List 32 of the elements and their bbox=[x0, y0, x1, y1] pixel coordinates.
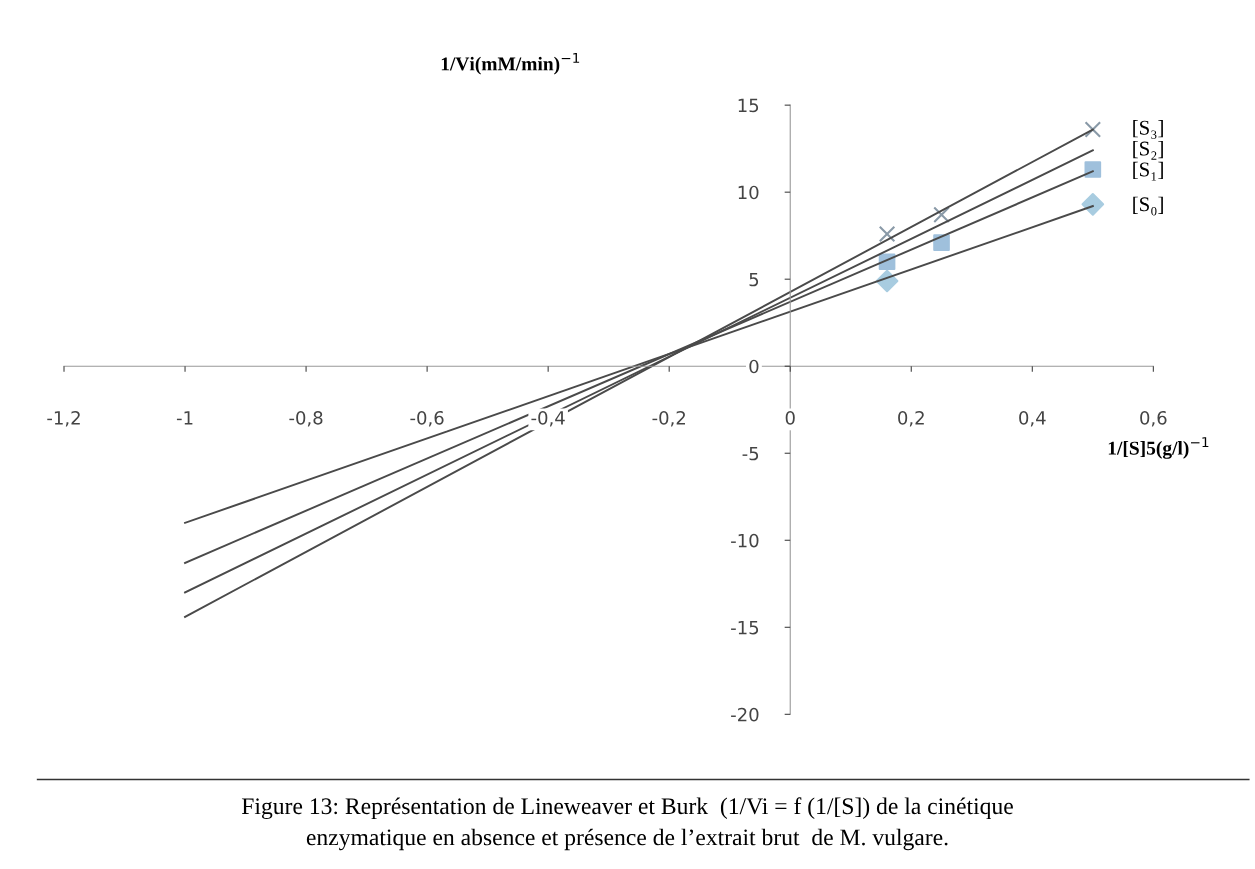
x-tick-label: -1,2 bbox=[47, 410, 80, 427]
x-tick-label: 0,4 bbox=[1019, 410, 1046, 427]
caption: Figure 13: Représentation de Lineweaver et Burk (1/Vi = f (1/[S]) de la cinétique bbox=[241, 797, 1013, 820]
x-tick-label: -0,8 bbox=[289, 410, 323, 427]
point bbox=[1081, 193, 1105, 216]
y-tick-label: 0 bbox=[749, 359, 759, 374]
point bbox=[933, 234, 950, 251]
y-tick-label: -10 bbox=[731, 533, 759, 548]
x-tick-label: 0,2 bbox=[898, 410, 924, 427]
x-axis-title: 1/[S]5(g/l)$^{−1}$ bbox=[1108, 437, 1209, 459]
x-tick-label: -0,2 bbox=[652, 410, 685, 427]
series-label: [S₃] bbox=[1133, 120, 1163, 139]
point bbox=[878, 225, 896, 243]
y-tick-label: 15 bbox=[738, 98, 759, 113]
y-tick-label: -15 bbox=[731, 620, 759, 635]
point bbox=[1084, 161, 1102, 178]
x-tick-label: -0,4 bbox=[531, 410, 565, 427]
text: enzymatique en absence et présence de l’extrait brut de M. vulgare. bbox=[306, 828, 948, 851]
series-label: [S₂] bbox=[1133, 140, 1163, 160]
point bbox=[1084, 121, 1102, 138]
x-tick-label: 0,6 bbox=[1140, 410, 1167, 427]
y-tick-label: -20 bbox=[731, 707, 759, 722]
x-tick-label: 0 bbox=[785, 410, 795, 425]
y-tick-label: -5 bbox=[742, 446, 759, 461]
x-tick-label: -1 bbox=[176, 411, 193, 425]
x-tick-label: -0,6 bbox=[410, 410, 444, 427]
series-label: [S₁] bbox=[1133, 161, 1163, 181]
point bbox=[933, 206, 950, 224]
y-axis-title: 1/Vi(mM/min)$^{−1}$ bbox=[441, 52, 580, 75]
y-tick-label: 5 bbox=[749, 272, 759, 287]
y-tick-label: 10 bbox=[738, 185, 759, 200]
series-label: [S₀] bbox=[1133, 196, 1163, 216]
